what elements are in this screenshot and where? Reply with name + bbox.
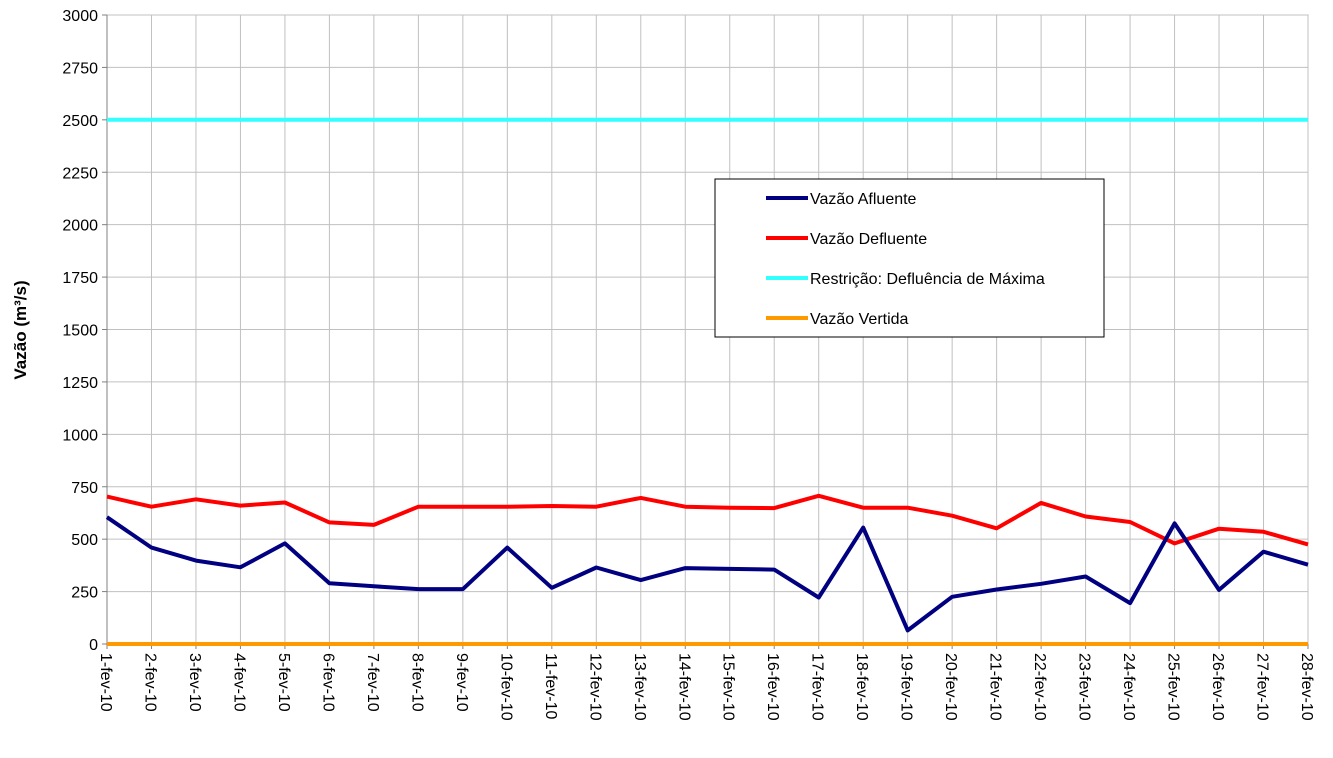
x-tick-label: 16-fev-10 (764, 653, 781, 721)
legend-label-vazao-vertida: Vazão Vertida (810, 311, 909, 328)
x-tick-label: 1-fev-10 (97, 653, 114, 712)
x-tick-label: 23-fev-10 (1076, 653, 1093, 721)
x-tick-label: 22-fev-10 (1031, 653, 1048, 721)
y-tick-label: 1500 (62, 323, 98, 340)
x-tick-label: 18-fev-10 (853, 653, 870, 721)
y-tick-label: 750 (71, 480, 98, 497)
legend-label-restricao-defluencia-de-maxima: Restrição: Defluência de Máxima (810, 271, 1045, 288)
y-tick-label: 2500 (62, 113, 98, 130)
y-tick-label: 250 (71, 585, 98, 602)
x-tick-label: 8-fev-10 (408, 653, 425, 712)
x-tick-label: 15-fev-10 (720, 653, 737, 721)
legend-items: Vazão Afluente Vazão Defluente Restrição: … (766, 191, 1045, 328)
x-tick-label: 20-fev-10 (942, 653, 959, 721)
legend-box (714, 178, 1105, 338)
x-tick-label: 6-fev-10 (319, 653, 336, 712)
x-tick-label: 4-fev-10 (230, 653, 247, 712)
x-tick-label: 12-fev-10 (586, 653, 603, 721)
x-tick-label: 3-fev-10 (186, 653, 203, 712)
x-tick-label: 25-fev-10 (1165, 653, 1182, 721)
x-tick-label: 5-fev-10 (275, 653, 292, 712)
x-axis-ticks: 1-fev-10 2-fev-10 3-fev-10 4-fev-10 5-fev-10… (97, 644, 1315, 721)
y-axis-title: Vazão (m³/s) (11, 280, 30, 379)
x-tick-label: 21-fev-10 (987, 653, 1004, 721)
y-tick-label: 1250 (62, 375, 98, 392)
series-line-vazao-defluente (106, 493, 1309, 547)
y-tick-label: 1750 (62, 270, 98, 287)
y-tick-label: 2750 (62, 60, 98, 77)
y-tick-label: 3000 (62, 8, 98, 25)
legend-label-vazao-afluente: Vazão Afluente (810, 191, 917, 208)
x-tick-label: 14-fev-10 (675, 653, 692, 721)
x-tick-label: 24-fev-10 (1120, 653, 1137, 721)
y-tick-label: 2000 (62, 218, 98, 235)
x-tick-label: 2-fev-10 (141, 653, 158, 712)
y-tick-label: 500 (71, 532, 98, 549)
x-tick-label: 11-fev-10 (542, 653, 559, 720)
legend: Vazão Afluente Vazão Defluente Restrição: … (714, 178, 1105, 338)
x-tick-label: 28-fev-10 (1298, 653, 1315, 721)
x-tick-label: 26-fev-10 (1209, 653, 1226, 721)
y-tick-label: 2250 (62, 165, 98, 182)
y-tick-label: 0 (89, 637, 98, 654)
x-tick-label: 10-fev-10 (497, 653, 514, 721)
y-tick-label: 1000 (62, 427, 98, 444)
y-axis-ticks: 0 250 500 750 1000 1250 1500 1750 2000 2250 2500 27… (62, 8, 107, 654)
x-tick-label: 27-fev-10 (1254, 653, 1271, 721)
series-group (105, 117, 1309, 646)
x-tick-label: 13-fev-10 (631, 653, 648, 721)
x-tick-label: 17-fev-10 (809, 653, 826, 721)
series-line-vazao-afluente (105, 515, 1309, 633)
legend-label-vazao-defluente: Vazão Defluente (810, 231, 927, 248)
x-tick-label: 19-fev-10 (898, 653, 915, 721)
x-tick-label: 7-fev-10 (364, 653, 381, 712)
x-tick-label: 9-fev-10 (453, 653, 470, 712)
